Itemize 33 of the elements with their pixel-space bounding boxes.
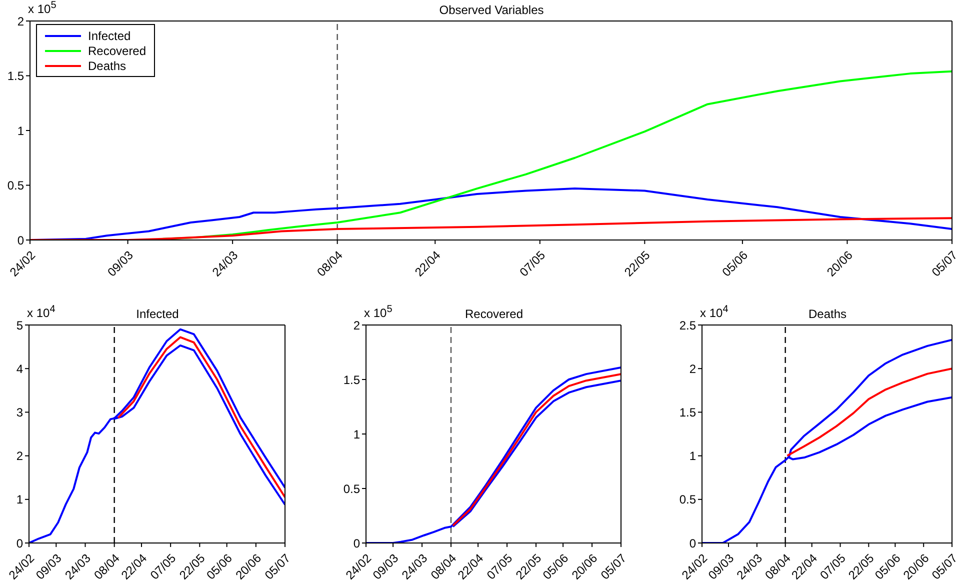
y-tick-label: 2 [17,14,24,28]
legend-label: Recovered [88,44,146,58]
y-tick-label: 2.5 [679,318,696,332]
y-tick-label: 0.5 [343,482,360,496]
y-tick-label: 0 [689,536,696,550]
y-tick-label: 5 [16,318,24,332]
legend-label: Deaths [88,58,126,72]
y-tick-label: 2 [353,318,360,332]
y-tick-label: 1.5 [343,372,360,387]
text: x 10$^{5}$ [28,0,56,16]
y-tick-label: 1 [17,124,24,138]
legend-label: Infected [88,28,131,42]
y-tick-label: 0 [16,536,24,550]
chart-title: Infected [136,307,179,321]
y-tick-label: 2 [689,362,696,376]
chart-title: Deaths [808,307,847,321]
chart-title: Recovered [464,307,524,321]
y-tick-label: 3 [16,405,24,420]
y-tick-label: 0.5 [7,178,24,193]
text: x 10$^{4}$ [700,304,728,320]
chart-title: Observed Variables [439,3,544,17]
y-tick-label: 1 [689,449,696,464]
y-tick-label: 1 [353,427,360,442]
text: x 10$^{4}$ [27,304,56,320]
text: x 10$^{5}$ [364,304,392,320]
y-tick-label: 1 [16,492,24,507]
y-tick-label: 1.5 [679,405,696,420]
y-tick-label: 0.5 [679,492,696,507]
y-tick-label: 0 [17,233,24,248]
y-tick-label: 0 [353,536,360,550]
y-tick-label: 1.5 [7,69,24,84]
y-tick-label: 4 [16,362,24,376]
y-tick-label: 2 [16,449,24,464]
